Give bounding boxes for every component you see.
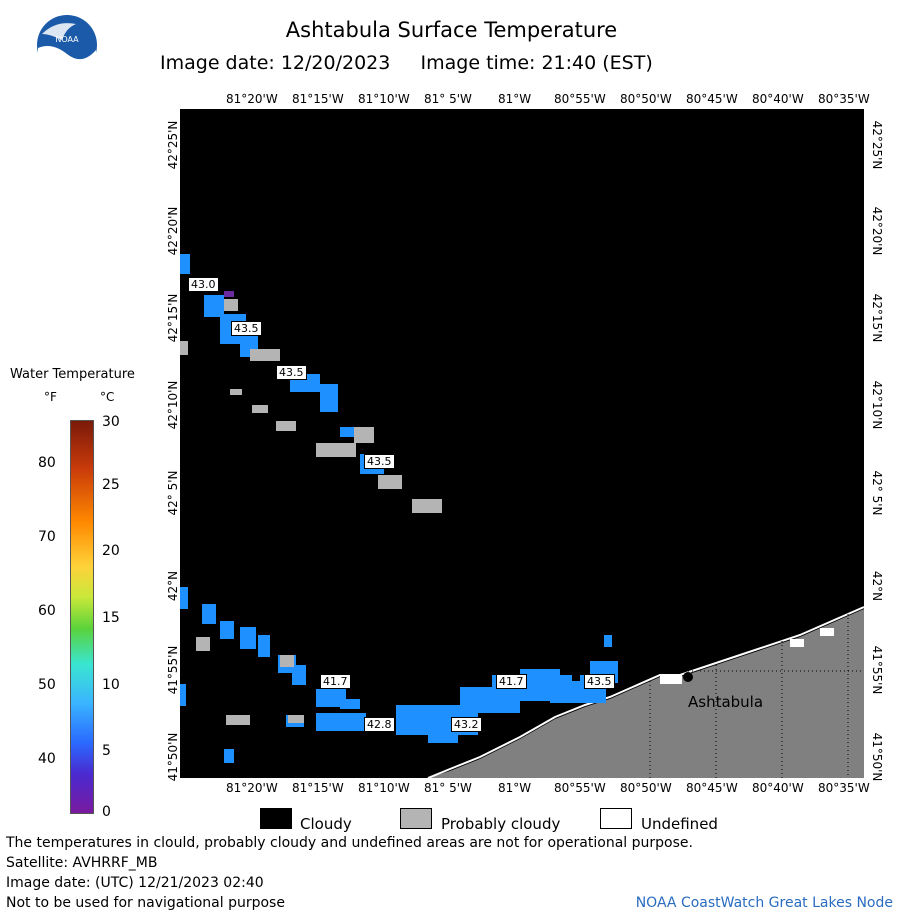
legend-unit-f: °F (44, 390, 57, 404)
legend-f-tick: 40 (38, 751, 56, 767)
legend-f-tick: 80 (38, 455, 56, 471)
right-tick: 42°25'N (870, 120, 884, 170)
key-probably-cloudy-label: Probably cloudy (441, 815, 561, 833)
left-tick: 42°25'N (166, 120, 180, 170)
legend-c-tick: 10 (102, 677, 120, 693)
legend-unit-c: °C (100, 390, 115, 404)
color-scale-bar (70, 420, 94, 814)
bottom-tick: 80°50'W (620, 781, 672, 795)
purple-pixel (224, 291, 234, 297)
image-datetime: Image date: 12/20/2023 Image time: 21:40… (160, 52, 653, 74)
map-canvas (180, 109, 865, 779)
legend-c-tick: 15 (102, 610, 120, 626)
right-tick: 41°55'N (870, 645, 884, 695)
legend-f-tick: 70 (38, 529, 56, 545)
undefined-strip (660, 628, 834, 684)
top-tick: 81°15'W (292, 92, 344, 106)
noaa-logo: NOAA (36, 14, 98, 77)
top-tick: 80°35'W (818, 92, 870, 106)
probably-cloudy-patches (180, 299, 442, 725)
top-tick: 81°20'W (226, 92, 278, 106)
temp-label: 41.7 (320, 674, 351, 689)
bottom-tick: 81°10'W (358, 781, 410, 795)
left-tick: 42°20'N (166, 206, 180, 256)
top-tick: 80°50'W (620, 92, 672, 106)
right-tick: 42°20'N (870, 206, 884, 256)
right-tick: 41°50'N (870, 732, 884, 782)
top-tick: 80°45'W (686, 92, 738, 106)
left-tick: 42° 5'N (166, 470, 180, 516)
temp-label: 42.8 (364, 717, 395, 732)
temp-label: 43.0 (188, 277, 219, 292)
legend-c-tick: 25 (102, 477, 120, 493)
right-tick: 42° 5'N (870, 470, 884, 516)
legend-title: Water Temperature (10, 367, 135, 382)
page-title: Ashtabula Surface Temperature (285, 18, 618, 42)
noaa-logo-icon: NOAA (37, 15, 97, 77)
graticule (620, 614, 864, 778)
top-tick: 80°40'W (752, 92, 804, 106)
left-tick: 41°50'N (166, 732, 180, 782)
left-tick: 41°55'N (166, 645, 180, 695)
temp-label: 43.5 (584, 674, 615, 689)
bottom-tick: 80°35'W (818, 781, 870, 795)
legend-c-tick: 30 (102, 414, 120, 430)
left-tick: 42°N (166, 570, 180, 602)
key-cloudy-label: Cloudy (300, 815, 352, 833)
left-tick: 42°15'N (166, 293, 180, 343)
legend-f-tick: 60 (38, 603, 56, 619)
temp-label: 43.2 (451, 717, 482, 732)
credit-text: NOAA CoastWatch Great Lakes Node (635, 895, 893, 911)
bottom-tick: 81°W (498, 781, 532, 795)
top-tick: 81°W (498, 92, 532, 106)
city-marker (683, 672, 693, 682)
temp-label: 43.5 (276, 365, 307, 380)
navigation-warning: Not to be used for navigational purpose (6, 895, 285, 911)
legend-c-tick: 20 (102, 543, 120, 559)
right-tick: 42°15'N (870, 293, 884, 343)
temperature-map: 43.0 43.5 43.5 43.5 41.7 42.8 43.2 41.7 … (180, 109, 865, 779)
satellite-text: Satellite: AVHRRF_MB (6, 855, 158, 871)
legend-c-tick: 5 (102, 743, 111, 759)
bottom-tick: 81°15'W (292, 781, 344, 795)
key-undefined-label: Undefined (641, 815, 718, 833)
temp-label: 43.5 (231, 321, 262, 336)
land-area (428, 609, 864, 778)
temp-label: 43.5 (364, 454, 395, 469)
disclaimer-text: The temperatures in clould, probably clo… (6, 835, 693, 851)
bottom-tick: 80°40'W (752, 781, 804, 795)
temp-label: 41.7 (496, 674, 527, 689)
bottom-tick: 81°20'W (226, 781, 278, 795)
left-tick: 42°10'N (166, 380, 180, 430)
key-probably-cloudy-swatch (400, 808, 432, 829)
top-tick: 81°10'W (358, 92, 410, 106)
key-cloudy-swatch (260, 808, 292, 829)
noaa-logo-text: NOAA (55, 35, 79, 44)
bottom-tick: 80°55'W (554, 781, 606, 795)
legend-c-tick: 0 (102, 804, 111, 820)
right-tick: 42°10'N (870, 380, 884, 430)
right-tick: 42°N (870, 570, 884, 602)
city-label: Ashtabula (688, 693, 764, 711)
top-tick: 81° 5'W (424, 92, 472, 106)
utc-date-text: Image date: (UTC) 12/21/2023 02:40 (6, 875, 264, 891)
top-tick: 80°55'W (554, 92, 606, 106)
bottom-tick: 81° 5'W (424, 781, 472, 795)
key-undefined-swatch (600, 808, 632, 829)
legend-f-tick: 50 (38, 677, 56, 693)
bottom-tick: 80°45'W (686, 781, 738, 795)
